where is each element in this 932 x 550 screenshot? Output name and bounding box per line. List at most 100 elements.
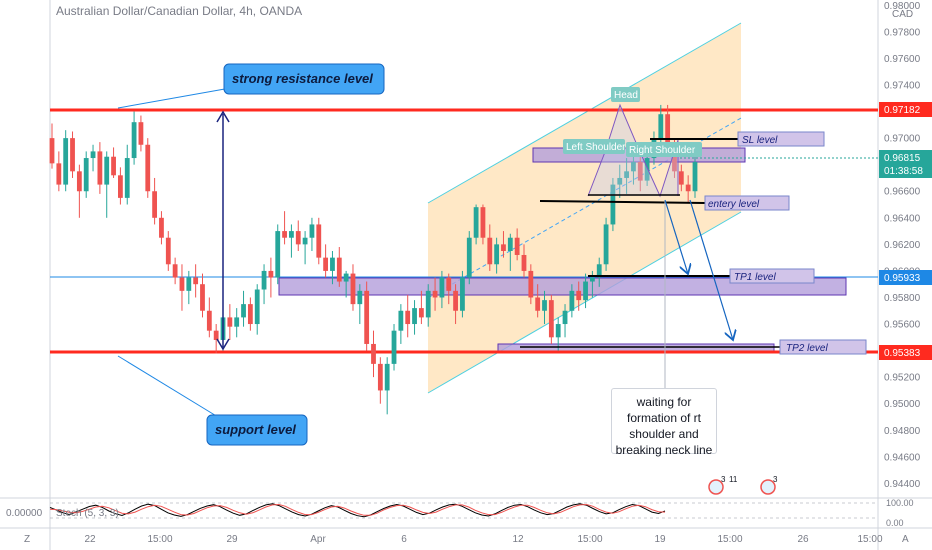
candle-body[interactable]	[678, 171, 684, 185]
candle-body[interactable]	[473, 207, 479, 238]
candle-body[interactable]	[289, 231, 294, 238]
candle-body[interactable]	[138, 122, 144, 145]
candle-body[interactable]	[631, 162, 636, 172]
candle-body[interactable]	[186, 277, 192, 291]
candle-body[interactable]	[111, 156, 116, 176]
candle-body[interactable]	[432, 290, 438, 298]
candle-body[interactable]	[542, 300, 547, 311]
candle-body[interactable]	[576, 290, 582, 301]
candle-body[interactable]	[309, 224, 315, 238]
candle-body[interactable]	[521, 254, 527, 271]
plot-area[interactable]	[50, 0, 878, 498]
candle-body[interactable]	[56, 163, 62, 185]
tp2-projection-arrow[interactable]	[689, 199, 733, 340]
candle-body[interactable]	[617, 177, 623, 185]
candle-body[interactable]	[70, 138, 75, 172]
candle-body[interactable]	[405, 310, 411, 325]
support-callout[interactable]	[206, 414, 308, 446]
candle-body[interactable]	[145, 144, 151, 192]
candle-body[interactable]	[97, 151, 103, 185]
candle-body[interactable]	[261, 270, 267, 290]
time-axis-left-control[interactable]: Z	[24, 534, 30, 545]
candle-body[interactable]	[343, 273, 349, 282]
tp1-label-box[interactable]	[729, 268, 815, 284]
tp1-zone[interactable]	[278, 277, 847, 296]
candle-body[interactable]	[152, 191, 158, 218]
candle-body[interactable]	[514, 237, 520, 255]
candle-body[interactable]	[548, 300, 554, 338]
candle-body[interactable]	[200, 284, 205, 311]
candle-body[interactable]	[193, 277, 199, 285]
left-shoulder-label-box[interactable]	[563, 139, 625, 154]
candle-body[interactable]	[159, 217, 164, 238]
candle-body[interactable]	[275, 231, 281, 278]
candle-body[interactable]	[439, 277, 445, 298]
candle-body[interactable]	[49, 138, 55, 164]
candle-body[interactable]	[637, 162, 643, 181]
time-axis[interactable]: 22 15:00 29 Apr 6 12 15:00 19 15:00 26 15:00	[84, 534, 883, 545]
candle-body[interactable]	[241, 304, 246, 318]
candle-body[interactable]	[610, 184, 616, 225]
channel-upper-line[interactable]	[427, 22, 742, 204]
candle-body[interactable]	[350, 273, 356, 305]
candle-body[interactable]	[323, 257, 329, 271]
candle-body[interactable]	[487, 237, 493, 265]
chart-idea-icon[interactable]	[708, 479, 724, 495]
candle-body[interactable]	[418, 308, 424, 318]
candle-body[interactable]	[460, 277, 465, 311]
sl-label-box[interactable]	[737, 131, 825, 147]
candle-body[interactable]	[692, 162, 698, 192]
stoch-k-line[interactable]	[49, 503, 666, 518]
candle-body[interactable]	[234, 317, 240, 327]
candle-body[interactable]	[453, 290, 458, 311]
resistance-callout[interactable]	[223, 63, 385, 95]
candle-body[interactable]	[412, 308, 417, 325]
candle-body[interactable]	[446, 277, 452, 291]
chart-idea-icon[interactable]	[760, 479, 776, 495]
candle-body[interactable]	[131, 122, 137, 159]
right-shoulder-label-box[interactable]	[626, 142, 702, 157]
candle-body[interactable]	[603, 224, 609, 265]
candle-body[interactable]	[302, 237, 308, 245]
head-label-box[interactable]	[611, 87, 640, 102]
candle-body[interactable]	[377, 363, 383, 391]
candle-body[interactable]	[644, 158, 650, 181]
idea-badge-2[interactable]: 3	[760, 475, 778, 495]
candle-body[interactable]	[665, 114, 671, 145]
channel-lower-line[interactable]	[427, 211, 742, 394]
waiting-note[interactable]: waiting for formation of rt shoulder and…	[611, 388, 717, 457]
candle-body[interactable]	[364, 290, 370, 344]
candle-body[interactable]	[83, 158, 89, 192]
candle-body[interactable]	[624, 171, 629, 178]
candle-body[interactable]	[494, 244, 500, 265]
entry-label-box[interactable]	[704, 195, 790, 211]
candle-body[interactable]	[371, 343, 376, 364]
candle-body[interactable]	[384, 363, 390, 391]
candle-body[interactable]	[282, 231, 287, 238]
price-axis[interactable]: 0.980000.978000.976000.974000.972000.970…	[884, 1, 921, 490]
stoch-d-line[interactable]	[49, 503, 666, 516]
candle-body[interactable]	[247, 304, 253, 325]
candle-body[interactable]	[206, 310, 212, 331]
candle-body[interactable]	[295, 231, 301, 245]
candle-body[interactable]	[336, 257, 342, 282]
time-axis-right-control[interactable]: A	[902, 534, 909, 545]
candle-body[interactable]	[179, 277, 185, 291]
candle-body[interactable]	[172, 264, 178, 278]
candle-body[interactable]	[425, 290, 431, 318]
candle-body[interactable]	[672, 144, 677, 172]
candle-body[interactable]	[480, 207, 486, 238]
candle-body[interactable]	[357, 290, 363, 305]
candle-body[interactable]	[268, 270, 274, 278]
tp2-label-box[interactable]	[779, 339, 867, 355]
candle-body[interactable]	[501, 244, 506, 251]
candle-body[interactable]	[254, 289, 260, 325]
candle-body[interactable]	[227, 317, 233, 327]
candle-body[interactable]	[63, 138, 69, 185]
candle-body[interactable]	[104, 156, 110, 185]
candle-body[interactable]	[528, 270, 534, 298]
candle-body[interactable]	[596, 264, 602, 278]
candle-body[interactable]	[507, 237, 513, 251]
candle-body[interactable]	[658, 114, 664, 139]
candle-body[interactable]	[330, 257, 335, 271]
